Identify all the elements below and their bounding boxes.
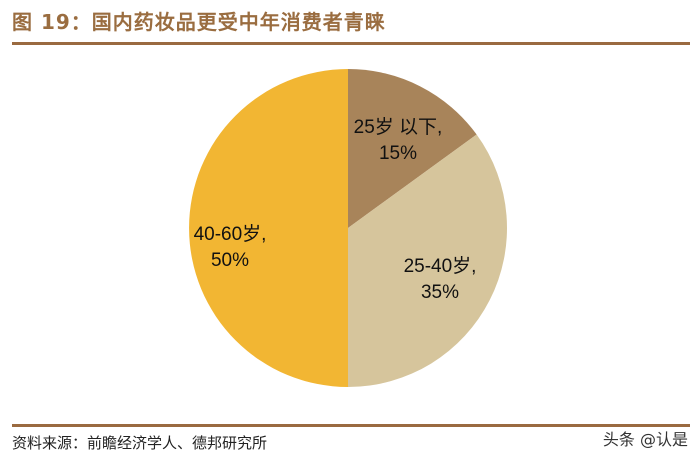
header-divider [12,42,690,45]
slice-label: 25岁 以下, [354,116,443,138]
source-note: 资料来源：前瞻经济学人、德邦研究所 [12,434,268,452]
footer-divider [12,424,690,427]
slice-label: 25-40岁, [404,255,477,277]
watermark: 头条 @认是 [602,430,688,449]
slice-label: 15% [379,143,417,164]
pie-slice [348,134,508,387]
pie-slice [348,69,477,228]
pie-slice [189,69,348,387]
figure-title: 图 19：国内药妆品更受中年消费者青睐 [12,10,386,34]
slice-label: 40-60岁, [194,223,267,245]
slice-label: 50% [211,250,249,271]
slice-label: 35% [421,282,459,303]
